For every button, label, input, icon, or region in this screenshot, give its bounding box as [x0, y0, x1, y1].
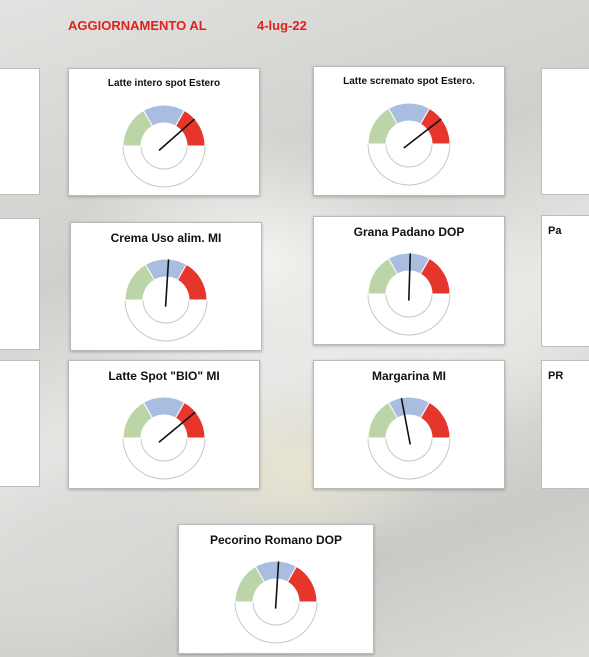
gauge-svg — [122, 104, 206, 188]
gauge-svg — [367, 252, 451, 336]
gauge-base-ring — [234, 601, 318, 644]
header-date: 4-lug-22 — [257, 18, 307, 33]
gauge-title: Latte intero spot Estero — [107, 78, 221, 89]
gauge-zone-high — [174, 401, 206, 439]
gauge-needle — [408, 253, 412, 301]
gauge-needle — [403, 118, 442, 149]
gauge-title: Latte scremato spot Estero. — [343, 76, 475, 87]
header-label: AGGIORNAMENTO AL — [68, 18, 207, 33]
gauge-base-ring — [122, 437, 206, 480]
gauge-base-ring — [124, 299, 208, 342]
partial-panel-right-1 — [541, 68, 589, 195]
partial-panel-title: PR — [548, 370, 564, 382]
gauge-svg — [367, 102, 451, 186]
gauge-needle — [274, 561, 280, 609]
gauge-title: Latte Spot "BIO" MI — [108, 369, 220, 383]
gauge-base-ring — [122, 145, 206, 188]
gauge-panel-latte-intero: Latte intero spot Estero — [68, 68, 260, 196]
gauge-needle — [164, 259, 170, 307]
gauge-panel-grana-padano: Grana Padano DOP — [313, 216, 505, 345]
gauge-base-ring — [367, 293, 451, 336]
gauge-svg — [234, 560, 318, 644]
partial-panel-right-2: Pa — [541, 215, 589, 347]
gauge-base-ring — [367, 143, 451, 186]
header: AGGIORNAMENTO AL 4-lug-22 — [68, 18, 307, 33]
gauge-panel-latte-bio: Latte Spot "BIO" MI — [68, 360, 260, 489]
gauge-svg — [367, 396, 451, 480]
gauge-title: Margarina MI — [371, 369, 446, 383]
gauge-base-ring — [367, 437, 451, 480]
gauge-title: Crema Uso alim. MI — [110, 231, 222, 245]
gauge-panel-latte-scremato: Latte scremato spot Estero. — [313, 66, 505, 196]
gauge-zone-high — [176, 263, 208, 301]
gauge-panel-margarina: Margarina MI — [313, 360, 505, 489]
gauge-title: Pecorino Romano DOP — [209, 533, 343, 547]
gauge-zone-high — [174, 109, 206, 147]
partial-panel-left-1 — [0, 68, 40, 195]
gauge-svg — [122, 396, 206, 480]
partial-panel-left-3 — [0, 360, 40, 487]
gauge-needle — [400, 397, 411, 445]
partial-panel-left-2 — [0, 218, 40, 350]
gauge-needle — [158, 411, 196, 443]
gauge-zone-high — [286, 565, 318, 603]
gauge-svg — [124, 258, 208, 342]
gauge-zone-high — [419, 257, 451, 295]
gauge-zone-high — [419, 107, 451, 145]
gauge-zone-high — [419, 401, 451, 439]
gauge-title: Grana Padano DOP — [353, 225, 465, 239]
partial-panel-right-3: PR — [541, 360, 589, 489]
gauge-needle — [158, 118, 195, 151]
partial-panel-title: Pa — [548, 225, 562, 237]
gauge-panel-crema: Crema Uso alim. MI — [70, 222, 262, 351]
gauge-panel-pecorino: Pecorino Romano DOP — [178, 524, 374, 654]
